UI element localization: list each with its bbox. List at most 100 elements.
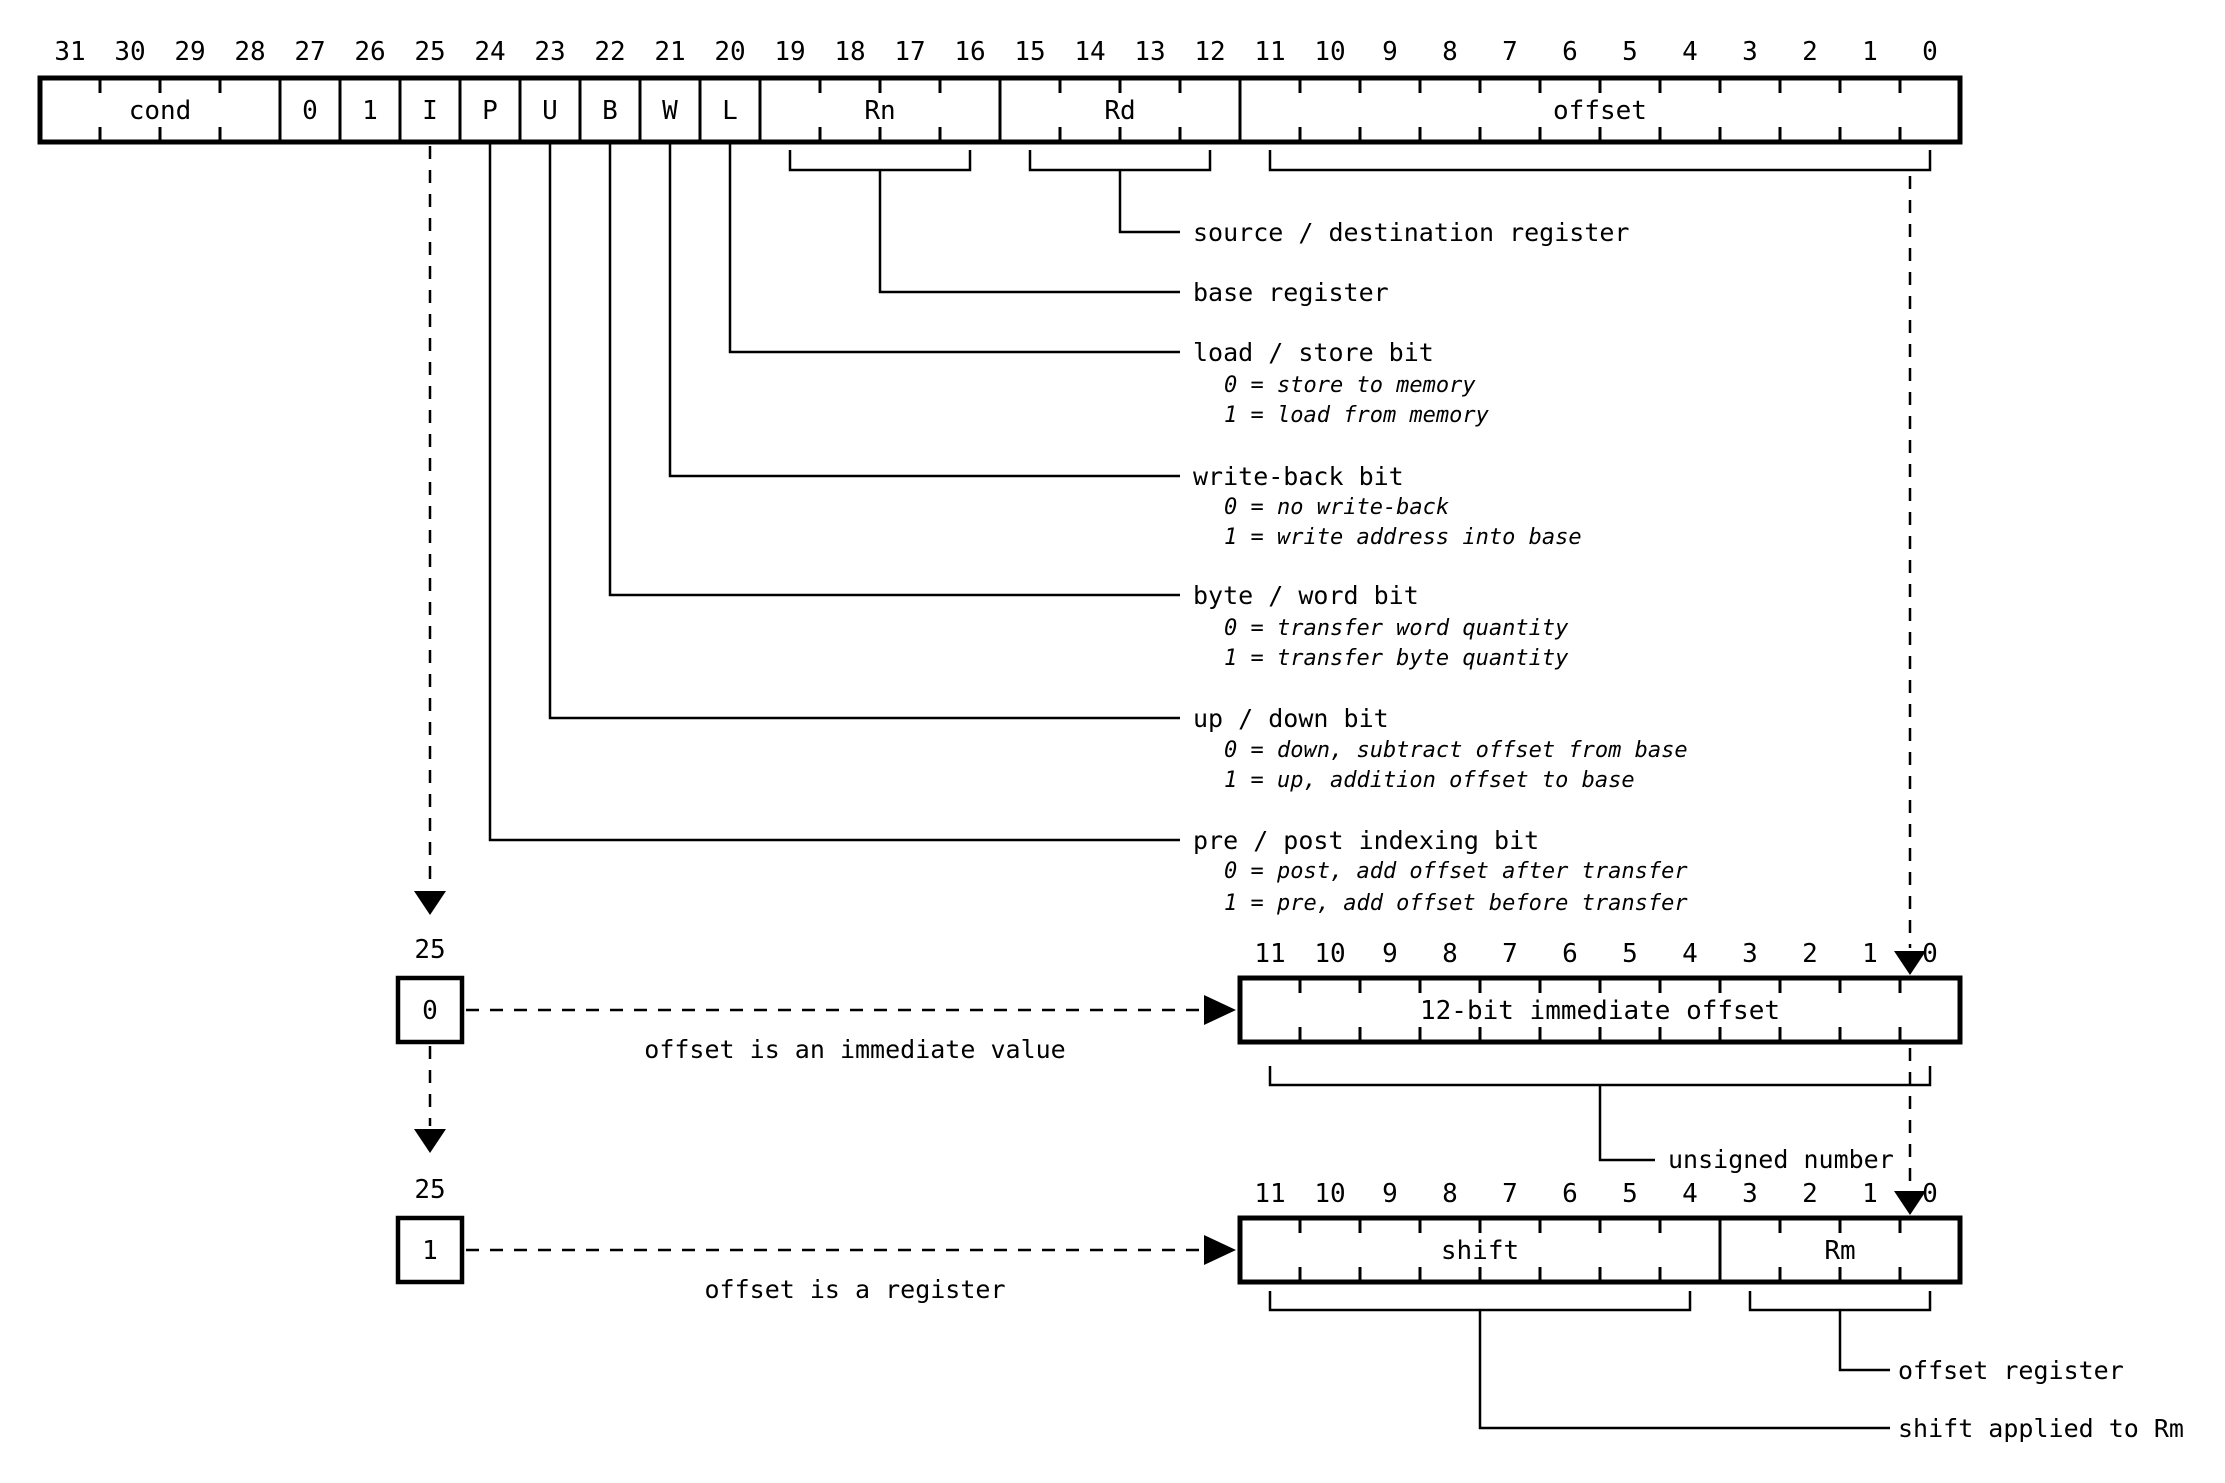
i-bit-arrowhead: [414, 891, 446, 915]
bit-number: 18: [834, 37, 865, 67]
rd-connector-line: [1118, 170, 1180, 234]
immediate-arrow-caption: offset is an immediate value: [644, 1035, 1065, 1064]
offset-arrowhead-2: [1894, 1191, 1926, 1215]
shift-bracket: [1268, 1291, 1692, 1312]
bit-number: 15: [1014, 37, 1045, 67]
w-connector-line: [668, 142, 1180, 478]
bit-number: 9: [1382, 1179, 1398, 1209]
bit-number: 31: [54, 37, 85, 67]
bit-number: 5: [1622, 37, 1638, 67]
callout-rd: source / destination register: [1193, 218, 1630, 247]
field-label-u: U: [542, 96, 558, 126]
bit-number: 25: [414, 37, 445, 67]
bit-number: 1: [1862, 37, 1878, 67]
bit-number: 24: [474, 37, 505, 67]
callout-l-v1: 1 = load from memory: [1224, 403, 1490, 428]
i-bit-arrowhead-2: [414, 1129, 446, 1153]
bit-number: 12: [1194, 37, 1225, 67]
callout-w-title: write-back bit: [1193, 462, 1404, 491]
immediate-arrowhead: [1204, 995, 1236, 1025]
bit-number: 7: [1502, 939, 1518, 969]
callout-labels: source / destination register base regis…: [1193, 218, 1688, 916]
shift-field-label: shift: [1441, 1236, 1519, 1266]
immediate-variant: 25 0 offset is an immediate value 11 10 9 8…: [395, 935, 1963, 1215]
bit-number: 3: [1742, 37, 1758, 67]
immediate-register-bit-numbers: 11 10 9 8 7 6 5 4 3 2 1 0: [1254, 939, 1937, 969]
register-variant: 25 1 offset is a register 11 10 9 8 7 6 5 4 3 2 1 0…: [395, 1175, 2184, 1443]
immediate-register-bit-ticks: [1298, 980, 1902, 1040]
bit-number: 7: [1502, 37, 1518, 67]
bit-number: 28: [234, 37, 265, 67]
bit-number: 3: [1742, 1179, 1758, 1209]
bit-number: 4: [1682, 1179, 1698, 1209]
bit-number: 2: [1802, 1179, 1818, 1209]
bit-number: 7: [1502, 1179, 1518, 1209]
bit-number: 0: [1922, 1179, 1938, 1209]
callout-unsigned-number: unsigned number: [1668, 1145, 1894, 1174]
rn-bracket: [788, 150, 972, 172]
callout-connectors: [414, 142, 1926, 975]
register-bit25-number: 25: [414, 1175, 445, 1205]
bit-number: 2: [1802, 939, 1818, 969]
rd-bracket: [1028, 150, 1212, 172]
callout-l-v0: 0 = store to memory: [1224, 373, 1476, 398]
bit-number: 11: [1254, 37, 1285, 67]
callout-rn: base register: [1193, 278, 1389, 307]
field-label-l: L: [722, 96, 738, 126]
bit-number: 11: [1254, 1179, 1285, 1209]
register-arrowhead: [1204, 1235, 1236, 1265]
register-bit25-value: 1: [422, 1236, 438, 1266]
bit-number: 3: [1742, 939, 1758, 969]
bit-number: 6: [1562, 1179, 1578, 1209]
offset-arrowhead: [1894, 951, 1926, 975]
callout-b-v1: 1 = transfer byte quantity: [1224, 646, 1569, 671]
bit-number: 26: [354, 37, 385, 67]
l-connector-line: [728, 142, 1180, 354]
bit-number: 10: [1314, 939, 1345, 969]
bit-number: 1: [1862, 939, 1878, 969]
immediate-field-label: 12-bit immediate offset: [1420, 996, 1780, 1026]
callout-l-title: load / store bit: [1193, 338, 1434, 367]
field-label-w: W: [662, 96, 678, 126]
b-connector-line: [608, 142, 1180, 597]
bit-number: 9: [1382, 37, 1398, 67]
bit-number: 13: [1134, 37, 1165, 67]
main-register-bit-numbers: 31 30 29 28 27 26 25 24 23 22 21 20 19 18 17 16 15 14 13 12…: [54, 37, 1937, 67]
main-register-field-dividers: [278, 80, 1242, 140]
bit-number: 10: [1314, 1179, 1345, 1209]
bit-number: 21: [654, 37, 685, 67]
callout-p-v1: 1 = pre, add offset before transfer: [1224, 891, 1688, 916]
field-label-i: I: [422, 96, 438, 126]
callout-w-v0: 0 = no write-back: [1224, 495, 1449, 520]
field-label-rn: Rn: [864, 96, 895, 126]
bit-number: 17: [894, 37, 925, 67]
unsigned-number-connector: [1598, 1085, 1655, 1162]
register-arrow-caption: offset is a register: [704, 1275, 1005, 1304]
u-connector-line: [548, 142, 1180, 720]
rm-bracket: [1748, 1291, 1932, 1312]
field-label-offset: offset: [1553, 96, 1647, 126]
p-connector-line: [488, 142, 1180, 842]
bit-number: 0: [1922, 939, 1938, 969]
offset-register-connector: [1838, 1310, 1890, 1372]
field-label-bit27: 0: [302, 96, 318, 126]
bit-number: 5: [1622, 1179, 1638, 1209]
bit-number: 16: [954, 37, 985, 67]
bit-number: 10: [1314, 37, 1345, 67]
immediate-bracket: [1268, 1066, 1932, 1087]
bit-number: 6: [1562, 37, 1578, 67]
bit-number: 30: [114, 37, 145, 67]
offset-bracket: [1268, 150, 1932, 172]
bit-number: 22: [594, 37, 625, 67]
immediate-register-box: [1237, 975, 1963, 1045]
bit-number: 0: [1922, 37, 1938, 67]
bit-number: 9: [1382, 939, 1398, 969]
shift-register-box: [1237, 1215, 1963, 1285]
callout-b-title: byte / word bit: [1193, 581, 1419, 610]
callout-u-v1: 1 = up, addition offset to base: [1224, 768, 1635, 793]
bit-number: 19: [774, 37, 805, 67]
main-register: 31 30 29 28 27 26 25 24 23 22 21 20 19 18 17 16 15 14 13 12…: [37, 37, 1963, 172]
field-label-p: P: [482, 96, 498, 126]
callout-u-v0: 0 = down, subtract offset from base: [1224, 738, 1688, 763]
